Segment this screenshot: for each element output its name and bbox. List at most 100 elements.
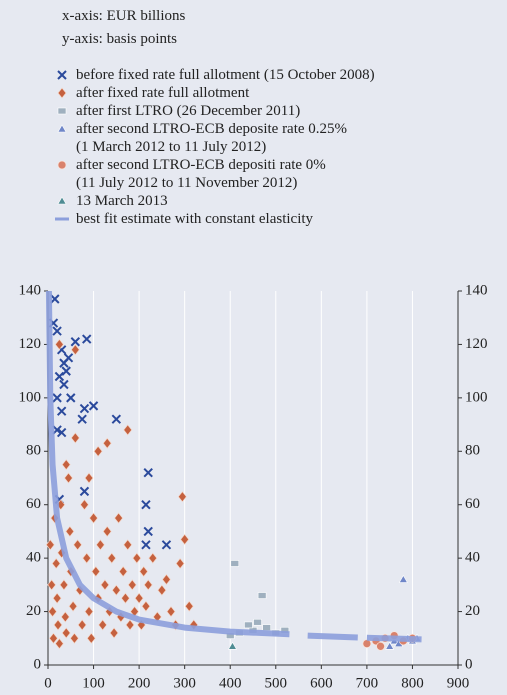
marker-diamond: [141, 600, 151, 612]
legend-label: after fixed rate full allotment: [76, 85, 250, 101]
y-tick-label: 120: [19, 336, 42, 352]
y2-tick-label: 40: [465, 550, 480, 566]
marker-diamond: [127, 579, 137, 591]
marker-diamond: [57, 87, 67, 99]
marker-x: [88, 401, 99, 411]
y-tick-label: 100: [19, 389, 42, 405]
marker-square: [253, 618, 262, 626]
y-tick-label: 140: [19, 282, 42, 298]
x-stroke: [79, 403, 90, 414]
marker-diamond: [100, 579, 110, 591]
marker-triangle: [385, 641, 395, 650]
marker-square: [57, 107, 67, 115]
marker-diamond: [53, 619, 63, 631]
marker-x: [52, 393, 62, 403]
marker-x: [56, 406, 67, 416]
x-stroke: [143, 467, 153, 478]
marker-diamond: [184, 600, 194, 612]
x-stroke: [52, 393, 62, 403]
x-axis-label: x-axis: EUR billions: [62, 8, 186, 24]
y-tick-label: 20: [26, 603, 41, 619]
marker-diamond: [47, 579, 57, 591]
x-tick-label: 900: [447, 675, 470, 691]
marker-diamond: [79, 499, 89, 511]
marker-triangle: [57, 196, 67, 205]
marker-diamond: [109, 627, 119, 639]
marker-diamond: [86, 632, 96, 644]
marker-x: [70, 337, 81, 347]
marker-diamond: [139, 565, 149, 578]
marker-diamond: [64, 472, 73, 484]
marker-x: [79, 486, 90, 497]
marker-diamond: [148, 552, 158, 564]
marker-diamond: [84, 606, 94, 618]
x-stroke: [54, 371, 65, 382]
y-tick-label: 0: [34, 656, 42, 672]
legend-marker: [57, 124, 67, 133]
legend-item: after fixed rate full allotment: [50, 84, 375, 102]
marker-diamond: [54, 638, 64, 650]
marker-diamond: [125, 619, 135, 631]
marker-diamond: [93, 445, 103, 457]
y2-tick-label: 80: [465, 443, 480, 459]
marker-x: [79, 403, 90, 414]
x-stroke: [111, 414, 122, 424]
marker-triangle: [398, 574, 408, 583]
legend-item: after second LTRO-ECB depositi rate 0% (…: [50, 156, 375, 192]
legend-label: before fixed rate full allotment (15 Oct…: [76, 67, 375, 83]
legend-label: after first LTRO (26 December 2011): [76, 103, 301, 119]
y2-tick-label: 100: [465, 389, 488, 405]
marker-diamond: [132, 552, 142, 564]
marker-x: [143, 526, 153, 537]
marker-diamond: [175, 557, 185, 570]
marker-diamond: [114, 512, 124, 524]
legend-marker: [57, 87, 67, 99]
y2-tick-label: 60: [465, 496, 480, 512]
legend-item: best fit estimate with constant elastici…: [50, 210, 375, 228]
marker-square: [230, 560, 240, 567]
marker-diamond: [49, 632, 58, 644]
marker-diamond: [102, 525, 112, 537]
marker-x: [82, 334, 92, 344]
x-tick-label: 800: [401, 675, 424, 691]
marker-diamond: [157, 584, 167, 596]
legend-item: after first LTRO (26 December 2011): [50, 102, 375, 120]
marker-diamond: [143, 579, 153, 591]
marker-x: [56, 427, 67, 438]
legend-label: best fit estimate with constant elastici…: [76, 211, 314, 227]
x-stroke: [77, 414, 87, 424]
marker-diamond: [82, 552, 92, 564]
x-stroke: [61, 366, 71, 376]
y2-tick-label: 20: [465, 603, 480, 619]
marker-diamond: [91, 565, 101, 578]
marker-x: [61, 366, 71, 376]
x-stroke: [56, 345, 67, 355]
marker-x: [161, 540, 172, 550]
legend-item: after second LTRO-ECB deposite rate 0.25…: [50, 120, 375, 156]
x-stroke: [59, 379, 69, 390]
marker-square: [262, 624, 271, 631]
marker-diamond: [61, 627, 71, 639]
marker-square: [257, 592, 267, 599]
marker-diamond: [70, 344, 80, 356]
marker-diamond: [69, 632, 79, 644]
y-tick-label: 60: [26, 496, 41, 512]
legend-label: after second LTRO-ECB depositi rate 0% (…: [76, 157, 326, 191]
marker-x: [66, 393, 76, 403]
marker-diamond: [48, 606, 58, 618]
marker-circle: [57, 160, 67, 170]
x-stroke: [161, 540, 172, 550]
x-stroke: [141, 540, 151, 550]
marker-diamond: [59, 579, 69, 591]
legend-item: 13 March 2013: [50, 192, 375, 210]
x-stroke: [56, 406, 67, 416]
y2-tick-label: 120: [465, 336, 488, 352]
x-tick-label: 100: [82, 675, 105, 691]
legend-marker: [57, 70, 67, 80]
marker-diamond: [45, 539, 55, 551]
x-stroke: [88, 401, 99, 411]
y2-tick-label: 140: [465, 282, 488, 298]
marker-diamond: [73, 539, 83, 551]
